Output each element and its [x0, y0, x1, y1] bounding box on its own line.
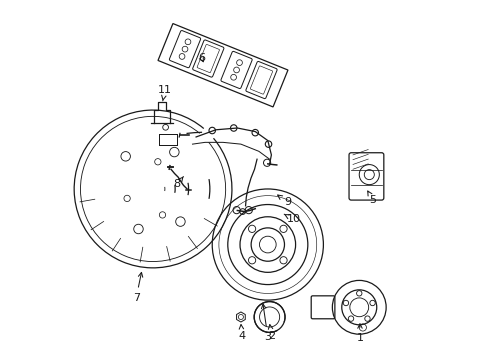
Text: 3: 3	[261, 304, 271, 342]
Text: 5: 5	[367, 191, 376, 205]
Text: 4: 4	[238, 325, 245, 341]
Text: 6: 6	[198, 53, 204, 63]
Text: 8: 8	[173, 176, 183, 189]
Text: 1: 1	[356, 324, 363, 343]
Text: 11: 11	[158, 85, 172, 101]
Text: 7: 7	[132, 273, 142, 303]
Text: 10: 10	[284, 214, 301, 224]
Text: 9: 9	[277, 195, 290, 207]
Text: 2: 2	[267, 325, 275, 341]
